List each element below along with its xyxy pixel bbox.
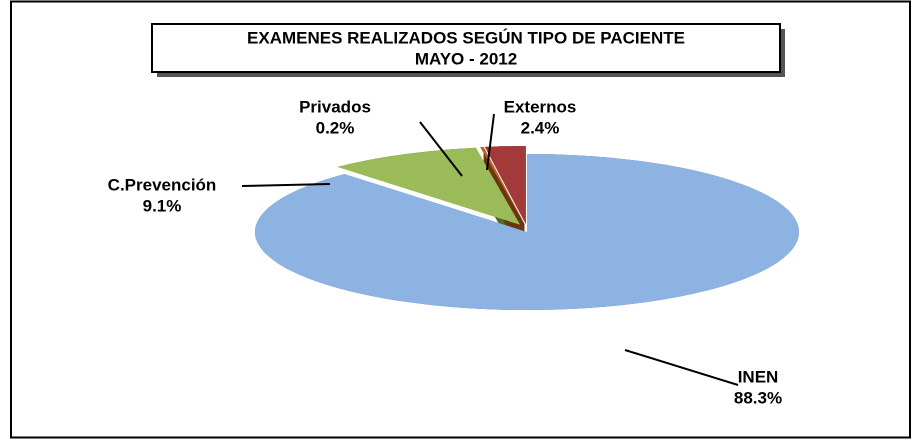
slice xyxy=(337,147,521,225)
labels: INEN 88.3% C.Prevención 9.1% Privados 0.2% Ext… xyxy=(108,97,782,407)
chart-subtitle: MAYO - 2012 xyxy=(415,49,517,68)
slice-value-label: 88.3% xyxy=(734,388,782,407)
slice-label: Privados xyxy=(299,97,371,116)
slice-value-label: 0.2% xyxy=(316,118,355,137)
title-box xyxy=(151,23,781,73)
slice-label: INEN xyxy=(738,367,779,386)
slice-value-label: 9.1% xyxy=(143,196,182,215)
slice xyxy=(484,146,526,224)
leader-line xyxy=(624,349,739,386)
chart-title: EXAMENES REALIZADOS SEGÚN TIPO DE PACIEN… xyxy=(247,28,685,47)
leader-line xyxy=(486,113,495,171)
slice-value-label: 2.4% xyxy=(521,118,560,137)
slice-label: Externos xyxy=(504,97,577,116)
pie xyxy=(255,146,799,346)
leader-line xyxy=(419,121,463,177)
slice xyxy=(255,154,799,310)
leader-line xyxy=(241,183,331,187)
slice xyxy=(480,147,525,225)
slice-label: C.Prevención xyxy=(108,175,217,194)
